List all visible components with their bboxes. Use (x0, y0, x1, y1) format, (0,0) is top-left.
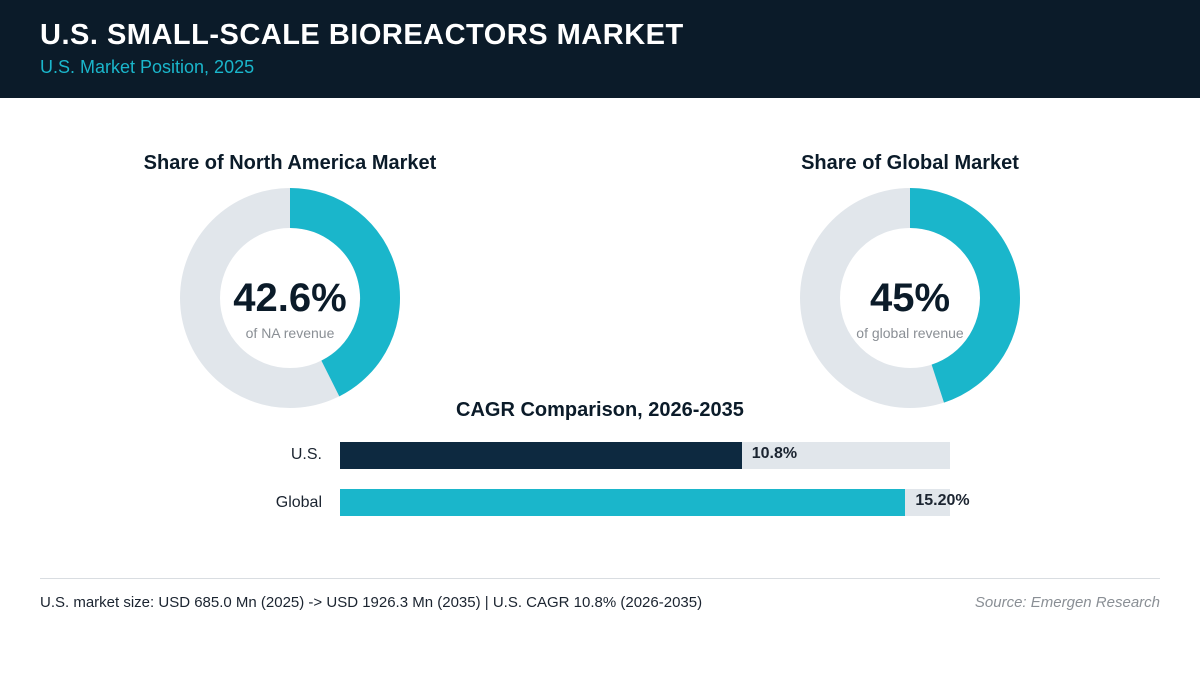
na-share-slice (289, 188, 400, 397)
na-share-donut (180, 188, 400, 408)
global-share-donut (800, 188, 1020, 408)
source-note: Source: Emergen Research (974, 594, 1160, 611)
global-share-slice (909, 188, 1020, 403)
na-donut-value: 42.6% (233, 276, 347, 320)
global-donut-value: 45% (869, 276, 951, 320)
bar-value-us: 10.8% (751, 445, 798, 462)
bar-value-global: 15.20% (915, 492, 970, 509)
bar-label-us: U.S. (290, 446, 322, 463)
page-title: U.S. SMALL-SCALE BIOREACTORS MARKET (40, 19, 684, 51)
global-donut-title: Share of Global Market (801, 152, 1019, 174)
cagr-chart-title: CAGR Comparison, 2026-2035 (456, 399, 744, 421)
footer-divider (40, 578, 1160, 579)
footer-note: U.S. market size: USD 685.0 Mn (2025) ->… (40, 594, 703, 611)
page-subtitle: U.S. Market Position, 2025 (40, 57, 255, 77)
header-banner: U.S. SMALL-SCALE BIOREACTORS MARKET U.S.… (0, 0, 1200, 98)
bar-global (340, 489, 906, 516)
global-donut-caption: of global revenue (856, 325, 964, 341)
bar-us (340, 442, 742, 469)
bar-track-us (340, 442, 950, 469)
bar-label-global: Global (275, 494, 322, 511)
na-donut-caption: of NA revenue (245, 325, 335, 341)
na-donut-title: Share of North America Market (143, 152, 437, 174)
bar-track-global (340, 489, 950, 516)
